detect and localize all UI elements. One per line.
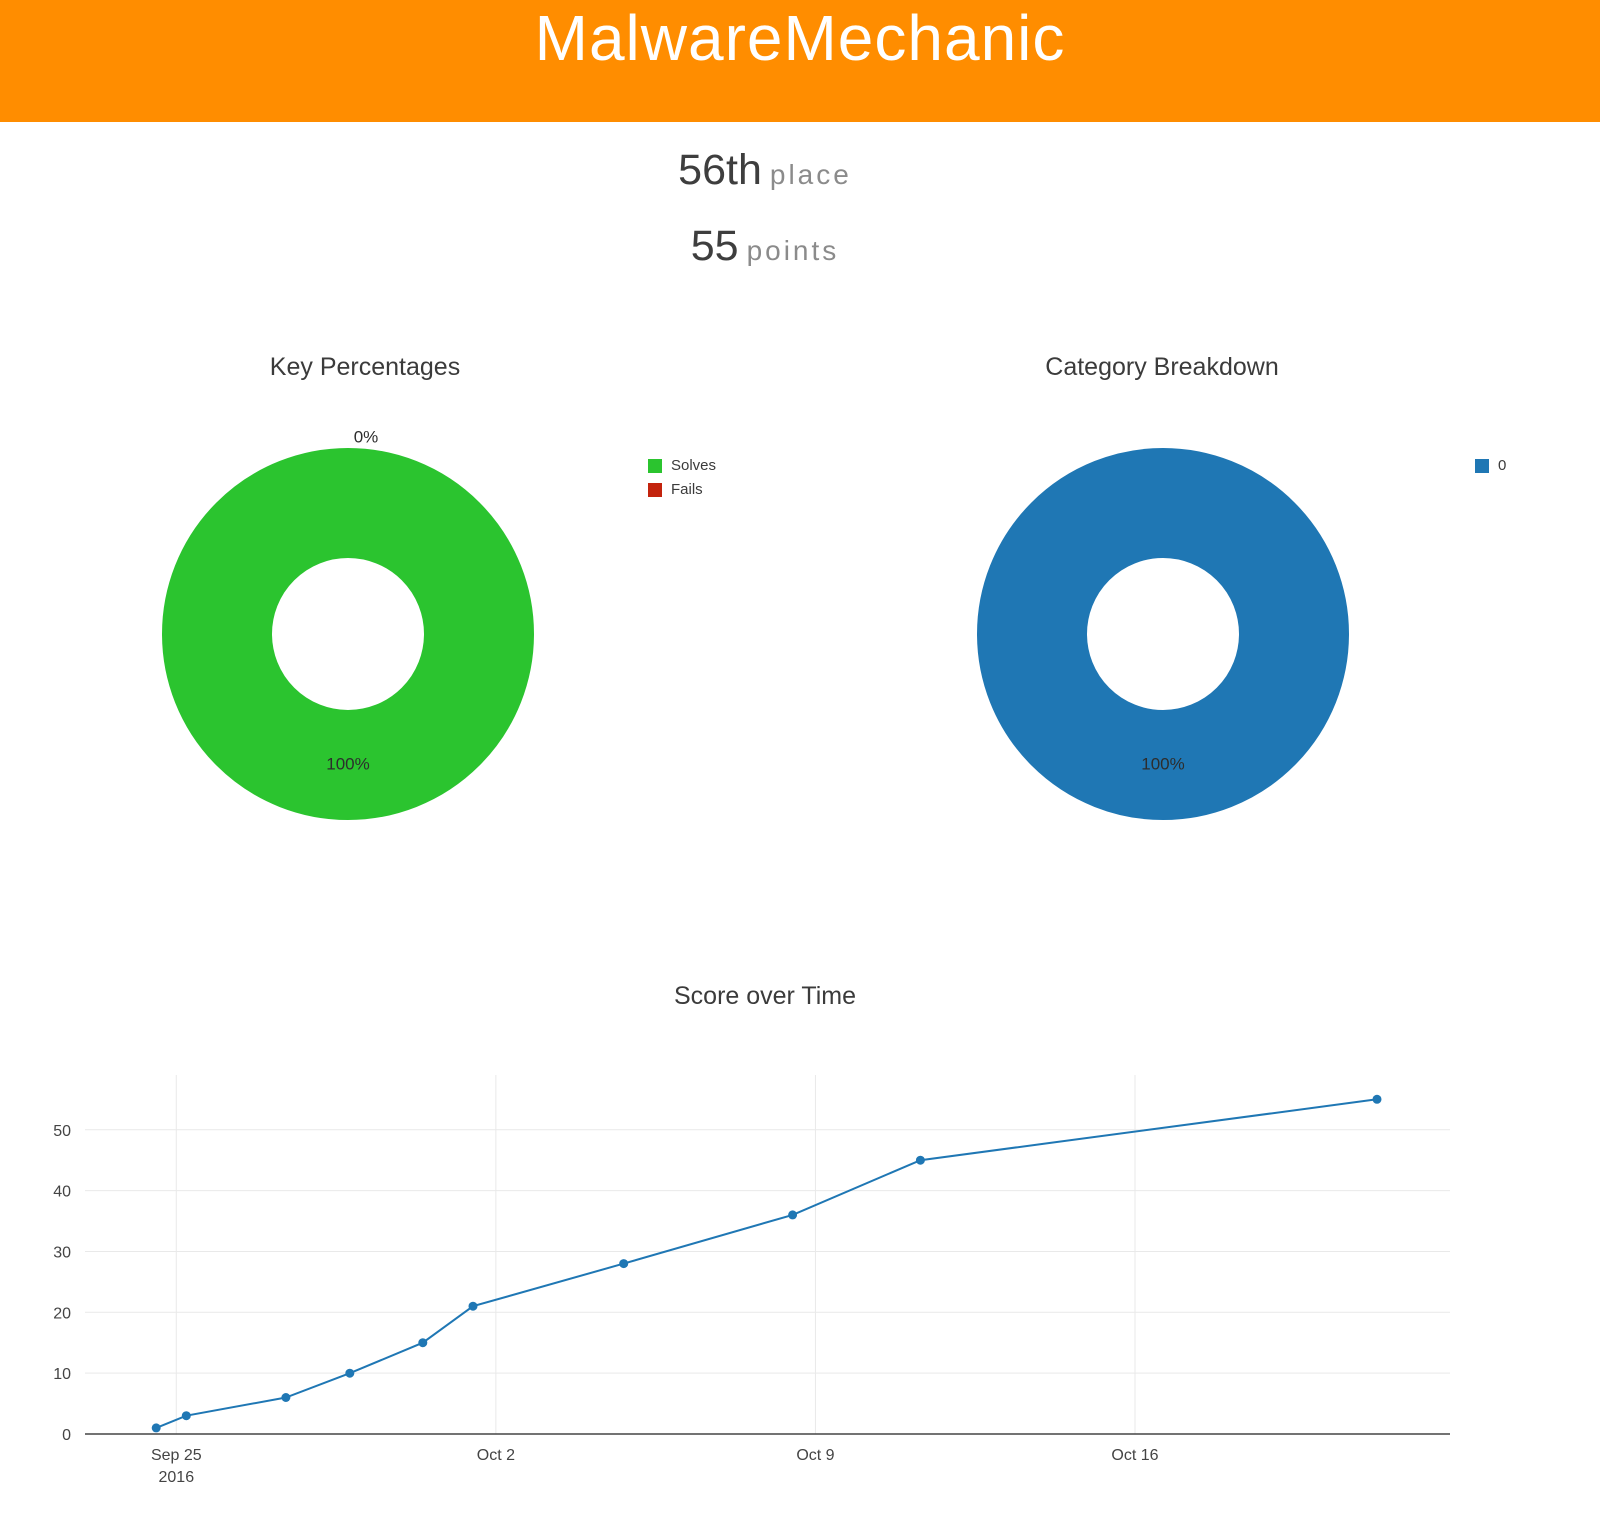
y-tick-label: 10 (53, 1366, 71, 1383)
category-breakdown-chart[interactable]: 100% (883, 414, 1443, 854)
category-breakdown-title: Category Breakdown (1045, 353, 1279, 381)
data-point-marker[interactable] (151, 1423, 161, 1433)
y-tick-label: 40 (53, 1184, 71, 1201)
data-point-marker[interactable] (915, 1155, 925, 1165)
pie-slice-label: 0% (354, 427, 379, 446)
data-point-marker[interactable] (1372, 1094, 1382, 1104)
legend-item-solves[interactable]: Solves (648, 458, 716, 473)
app-header: MalwareMechanic (0, 0, 1600, 122)
score-over-time-chart[interactable]: 0 10 20 30 40 50 Sep 25 2016 Oct 2 Oct 9 Oct 16 (0, 1040, 1600, 1526)
points-label: points (746, 235, 840, 266)
legend-label: Solves (671, 457, 717, 474)
points-stat: 55 points (0, 224, 1530, 278)
legend-swatch-icon (648, 458, 662, 473)
data-point-marker[interactable] (181, 1411, 191, 1421)
x-tick-label: Oct 9 (796, 1447, 834, 1464)
legend-label: Fails (671, 481, 703, 498)
data-point-marker[interactable] (788, 1210, 798, 1220)
y-tick-label: 0 (62, 1427, 71, 1444)
legend-item-0[interactable]: 0 (1475, 458, 1506, 473)
legend-item-fails[interactable]: Fails (648, 482, 716, 497)
pie-slice-label: 100% (1141, 754, 1184, 773)
x-tick-label: Sep 25 (151, 1447, 202, 1464)
key-percentages-title: Key Percentages (269, 353, 461, 381)
pie-slice-solves[interactable] (162, 448, 534, 820)
legend-swatch-icon (648, 482, 662, 497)
score-over-time-title: Score over Time (673, 982, 856, 1010)
category-breakdown-legend: 0 (1475, 458, 1506, 473)
page-title: MalwareMechanic (534, 2, 1066, 74)
data-point-marker[interactable] (418, 1338, 428, 1348)
data-point-marker[interactable] (281, 1393, 291, 1402)
y-tick-label: 30 (53, 1244, 71, 1261)
points-value: 55 (690, 222, 739, 270)
place-label: place (769, 159, 852, 190)
data-point-marker[interactable] (619, 1259, 629, 1269)
key-percentages-chart[interactable]: 100% 0% (68, 414, 628, 854)
pie-slice-0[interactable] (977, 448, 1349, 820)
data-point-marker[interactable] (468, 1301, 478, 1311)
x-tick-label: Oct 2 (477, 1447, 515, 1464)
place-stat: 56th place (0, 148, 1530, 202)
x-tick-sublabel: 2016 (159, 1469, 195, 1486)
key-percentages-legend: Solves Fails (648, 458, 716, 497)
x-tick-label: Oct 16 (1111, 1447, 1158, 1464)
y-tick-label: 50 (53, 1123, 71, 1140)
place-value: 56th (678, 146, 762, 194)
data-point-marker[interactable] (345, 1368, 355, 1378)
legend-swatch-icon (1475, 458, 1489, 473)
score-line (155, 1098, 1378, 1429)
y-tick-label: 20 (53, 1305, 71, 1322)
pie-slice-label: 100% (326, 754, 369, 773)
legend-label: 0 (1498, 457, 1507, 474)
